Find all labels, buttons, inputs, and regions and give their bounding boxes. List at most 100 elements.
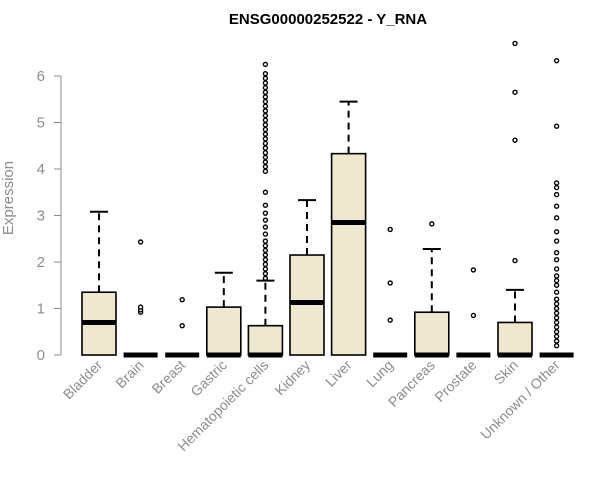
outlier-point: [262, 75, 269, 82]
outlier-point: [512, 257, 518, 264]
outlier-point: [262, 131, 269, 137]
outlier-point: [553, 57, 560, 64]
outlier-point: [387, 317, 393, 323]
box-kidney: [289, 199, 325, 356]
outlier-point: [553, 324, 560, 330]
outlier-point: [262, 202, 269, 208]
outlier-point: [553, 343, 560, 349]
box-pancreas: [413, 221, 450, 358]
box-hematopoietic-cells: [247, 61, 284, 358]
outlier-point: [262, 145, 269, 151]
box-breast: [165, 296, 200, 358]
outlier-point: [470, 267, 477, 273]
outlier-point: [262, 126, 269, 133]
outlier-point: [553, 333, 560, 340]
outlier-point: [262, 108, 269, 114]
outlier-point: [262, 117, 269, 123]
outlier-point: [553, 249, 560, 256]
outlier-point: [262, 256, 269, 263]
outlier-point: [512, 89, 518, 95]
outlier-point: [553, 301, 560, 307]
box-brain: [123, 239, 158, 358]
outlier-point: [553, 266, 560, 272]
x-tick-label-liver: Liver: [322, 357, 355, 390]
outlier-point: [553, 289, 560, 295]
outlier-point: [553, 338, 560, 344]
box-iqr: [247, 324, 284, 356]
y-tick-label-4: 4: [37, 161, 45, 178]
outlier-point: [262, 94, 269, 100]
outlier-point: [262, 136, 269, 142]
outlier-point: [262, 247, 269, 254]
x-tick-label-skin: Skin: [491, 357, 522, 388]
box-lung: [373, 226, 408, 358]
outlier-point: [553, 229, 560, 235]
x-tick-label-bladder: Bladder: [60, 357, 106, 403]
outlier-point: [553, 215, 560, 221]
y-axis-label: Expression: [0, 161, 17, 235]
outlier-point: [262, 252, 269, 258]
outlier-point: [553, 329, 560, 335]
outlier-point: [553, 305, 560, 312]
outlier-point: [262, 224, 269, 230]
outlier-point: [470, 312, 477, 319]
outlier-point: [262, 270, 269, 277]
outlier-point: [553, 296, 560, 302]
box-iqr: [497, 321, 533, 356]
y-tick-label-6: 6: [37, 68, 45, 85]
box-iqr: [413, 311, 450, 356]
outlier-point: [387, 226, 393, 233]
outlier-point: [262, 98, 269, 105]
outlier-point: [553, 315, 560, 321]
x-tick-label-breast: Breast: [148, 357, 188, 397]
outlier-point: [553, 310, 560, 316]
box-iqr: [289, 254, 325, 356]
x-tick-label-brain: Brain: [112, 357, 146, 391]
outlier-point: [262, 122, 269, 128]
outlier-point: [387, 280, 393, 286]
outlier-point: [553, 282, 560, 288]
outlier-point: [262, 243, 269, 249]
outlier-point: [262, 266, 269, 272]
box-liver: [330, 100, 367, 356]
box-iqr: [330, 152, 367, 356]
outlier-point: [262, 61, 269, 68]
outlier-point: [137, 304, 144, 310]
box-prostate: [456, 267, 491, 358]
outlier-point: [553, 277, 560, 284]
outlier-point: [179, 323, 185, 329]
box-unknown-other: [539, 57, 574, 358]
outlier-point: [553, 203, 560, 209]
outlier-point: [262, 112, 269, 119]
outlier-point: [512, 40, 518, 47]
outlier-point: [262, 80, 269, 86]
x-tick-label-prostate: Prostate: [431, 357, 479, 405]
outlier-point: [553, 123, 560, 129]
outlier-point: [262, 168, 269, 175]
outlier-point: [553, 256, 560, 263]
outlier-point: [262, 154, 269, 161]
x-tick-label-unknown-other: Unknown / Other: [477, 357, 563, 443]
outlier-point: [262, 231, 269, 237]
outlier-point: [262, 275, 269, 281]
outlier-point: [262, 89, 269, 95]
outlier-point: [262, 103, 269, 109]
x-tick-label-kidney: Kidney: [272, 357, 314, 399]
x-tick-label-lung: Lung: [363, 357, 396, 390]
outlier-point: [553, 319, 560, 326]
outlier-point: [512, 137, 518, 143]
y-axis: 0 1 2 3 4 5 6: [37, 68, 62, 364]
outlier-point: [262, 70, 269, 77]
box-skin: [497, 40, 533, 358]
box-gastric: [206, 271, 242, 358]
outlier-point: [137, 239, 144, 245]
y-tick-label-1: 1: [37, 301, 45, 318]
outlier-point: [553, 191, 560, 198]
outlier-point: [262, 163, 269, 170]
outlier-point: [262, 210, 269, 216]
outlier-point: [553, 180, 560, 186]
outlier-point: [262, 189, 269, 195]
outlier-point: [262, 261, 269, 268]
